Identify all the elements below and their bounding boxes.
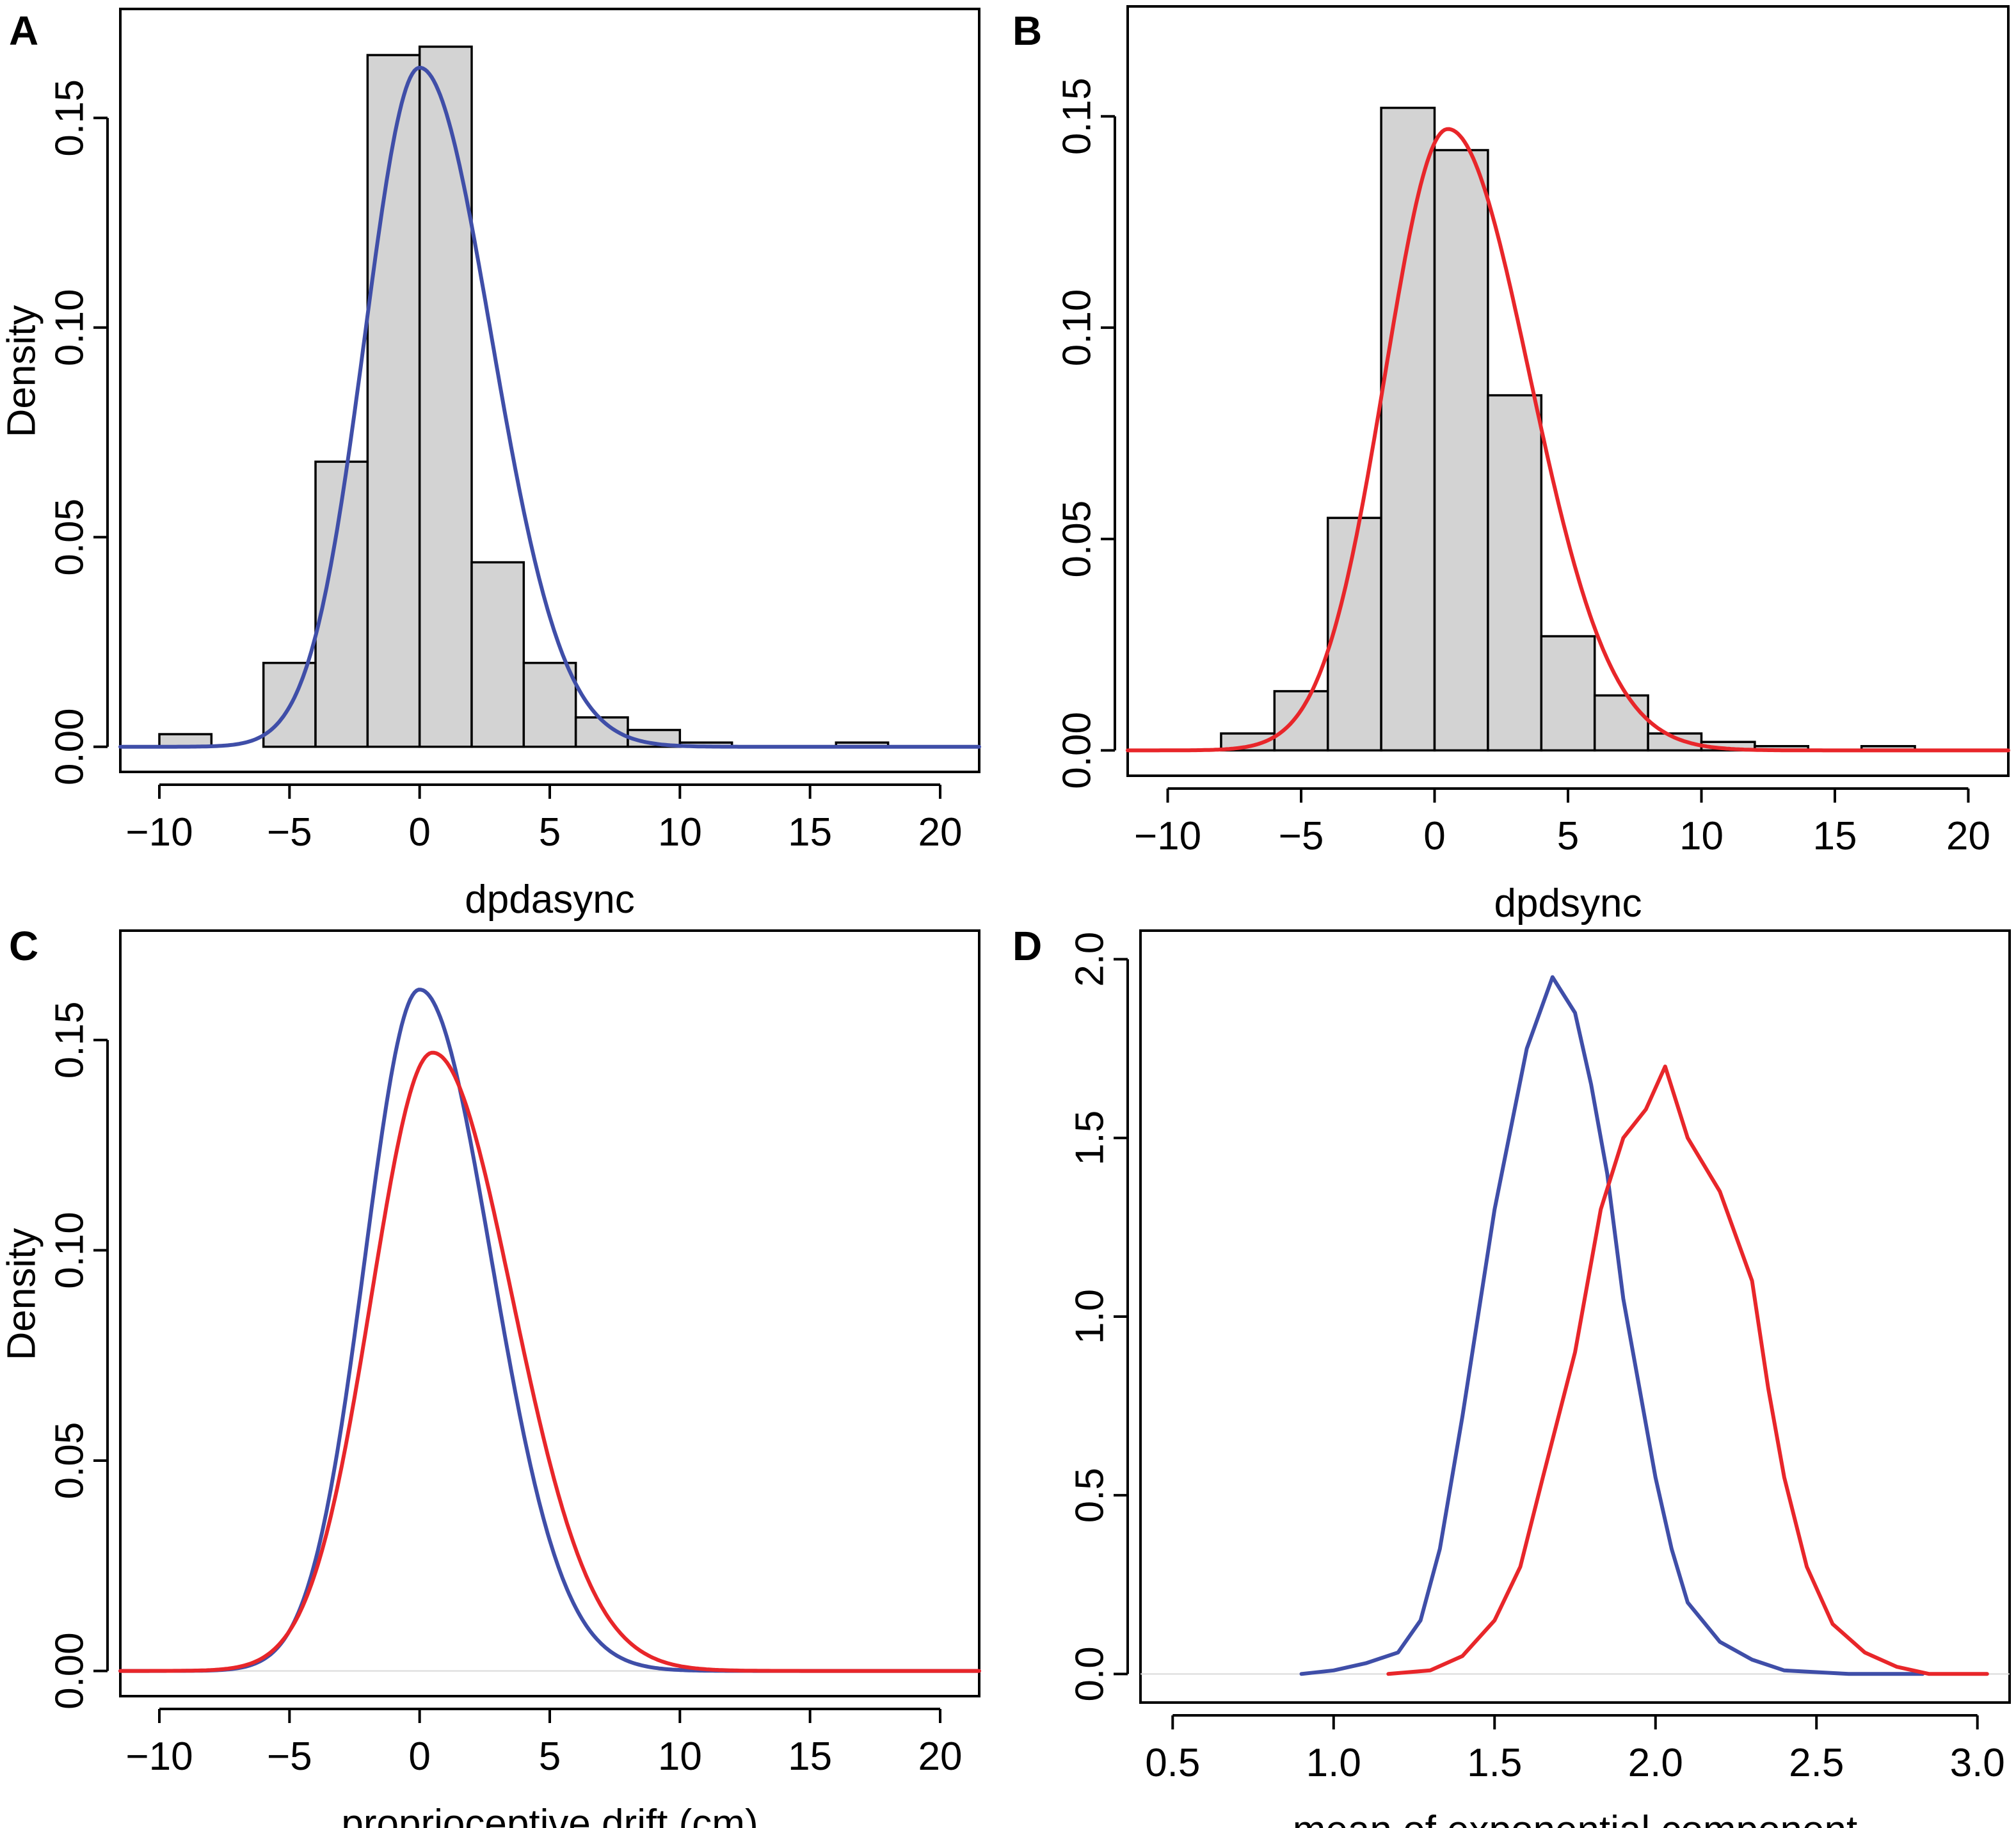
panel-d: 0.5 1.0 1.5 2.0 2.5 3.0 mean of exponential co… <box>1012 923 2011 1828</box>
panel-label: C <box>9 923 38 969</box>
x-tick-label: 20 <box>918 810 963 854</box>
x-tick-label: 1.5 <box>1467 1741 1522 1785</box>
x-tick-label: −5 <box>267 810 312 854</box>
y-tick-label: 1.0 <box>1068 1289 1112 1344</box>
panel-c: −10 −5 0 5 10 15 20 proprioceptive drift (cm) 0.… <box>0 923 981 1828</box>
histogram-bar <box>470 561 525 748</box>
x-tick-label: 5 <box>1557 814 1579 858</box>
x-tick-label: 10 <box>658 810 702 854</box>
plot-frame <box>119 929 980 1697</box>
histogram-bar <box>1273 690 1329 752</box>
histogram-bar <box>1540 635 1596 752</box>
x-tick-label: 0.5 <box>1145 1741 1200 1785</box>
histogram-bar <box>1433 148 1489 752</box>
y-tick-label: 0.05 <box>1055 501 1099 578</box>
histogram-bar <box>1487 394 1543 752</box>
y-tick-label: 0.15 <box>47 79 92 157</box>
x-tick-label: 20 <box>918 1735 963 1779</box>
y-tick-label: 0.10 <box>47 289 92 366</box>
x-tick-label: −10 <box>125 810 193 854</box>
panel-a: −10 −5 0 5 10 15 20 dpdasync 0.00 0.05 0.10 0.15 Den… <box>0 8 981 922</box>
plot-frame <box>1139 929 2011 1704</box>
density-curve-red <box>1386 1064 1989 1676</box>
density-curve-blue <box>118 65 981 749</box>
density-curve-blue <box>118 988 981 1673</box>
plot-frame <box>119 8 980 773</box>
panel-b: −10 −5 0 5 10 15 20 dpdsync 0.00 0.05 0.10 0.15 B <box>1012 5 2010 926</box>
y-tick-label: 0.00 <box>47 708 92 785</box>
y-tick-label: 0.15 <box>47 1002 92 1079</box>
x-tick-label: 2.0 <box>1628 1741 1683 1785</box>
x-tick-label: 5 <box>539 810 561 854</box>
y-tick-label: 0.10 <box>47 1212 92 1289</box>
y-tick-label: 0.00 <box>1055 712 1099 789</box>
y-tick-label: 1.5 <box>1068 1110 1112 1166</box>
x-tick-label: −10 <box>125 1735 193 1779</box>
x-tick-label: 20 <box>1946 814 1990 858</box>
x-axis-label: proprioceptive drift (cm) <box>341 1802 758 1828</box>
x-tick-label: 3.0 <box>1950 1741 2005 1785</box>
x-tick-label: −5 <box>1279 814 1324 858</box>
y-tick-label: 0.0 <box>1068 1646 1112 1701</box>
x-tick-label: 1.0 <box>1306 1741 1361 1785</box>
panel-label: A <box>9 8 38 54</box>
y-axis-label: Density <box>0 305 44 438</box>
x-tick-label: 2.5 <box>1789 1741 1844 1785</box>
x-tick-label: 15 <box>1812 814 1857 858</box>
x-tick-label: 0 <box>408 810 430 854</box>
y-tick-label: 0.5 <box>1068 1468 1112 1523</box>
y-axis-label: Density <box>0 1228 44 1361</box>
x-tick-label: −10 <box>1134 814 1201 858</box>
x-tick-label: 5 <box>539 1735 561 1779</box>
histogram-bar <box>366 54 421 748</box>
histogram-bar <box>1380 106 1436 752</box>
y-tick-label: 0.00 <box>47 1632 92 1710</box>
x-axis-label: mean of exponential component <box>1293 1808 1857 1828</box>
x-tick-label: 0 <box>408 1735 430 1779</box>
x-tick-label: 10 <box>658 1735 702 1779</box>
density-curve-red <box>118 1050 981 1673</box>
x-axis-label: dpdsync <box>1494 881 1642 926</box>
y-tick-label: 2.0 <box>1068 932 1112 987</box>
histogram-bar <box>522 661 577 748</box>
density-curve-blue <box>1299 975 1925 1676</box>
y-tick-label: 0.15 <box>1055 77 1099 155</box>
x-tick-label: −5 <box>267 1735 312 1779</box>
x-tick-label: 15 <box>788 810 832 854</box>
x-tick-label: 10 <box>1679 814 1724 858</box>
x-tick-label: 15 <box>788 1735 832 1779</box>
panel-label: B <box>1012 8 1042 54</box>
histogram-bar <box>418 45 473 748</box>
histogram-bar <box>1593 694 1649 752</box>
x-tick-label: 0 <box>1423 814 1445 858</box>
y-tick-label: 0.05 <box>47 1422 92 1500</box>
density-curve-red <box>1126 127 2010 753</box>
plot-frame <box>1126 5 2010 777</box>
x-axis-label: dpdasync <box>465 878 634 922</box>
y-tick-label: 0.10 <box>1055 289 1099 367</box>
y-tick-label: 0.05 <box>47 499 92 576</box>
panel-label: D <box>1012 923 1042 969</box>
